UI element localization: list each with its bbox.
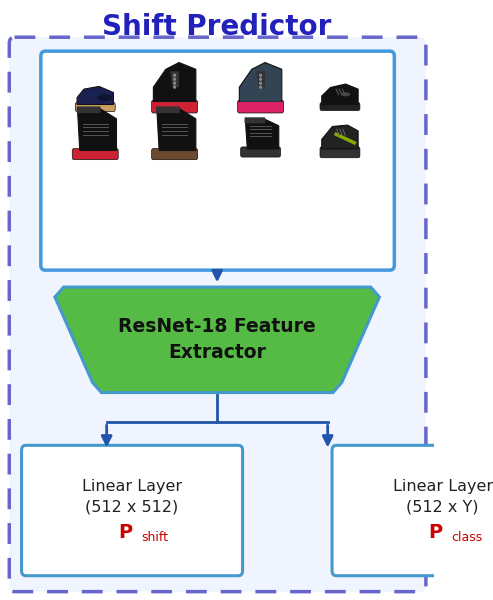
FancyBboxPatch shape — [320, 147, 360, 158]
FancyBboxPatch shape — [239, 102, 282, 107]
FancyBboxPatch shape — [22, 445, 243, 576]
Circle shape — [174, 86, 176, 88]
FancyBboxPatch shape — [75, 103, 115, 112]
Text: Linear Layer: Linear Layer — [82, 479, 182, 494]
Polygon shape — [77, 86, 113, 104]
Text: shift: shift — [141, 531, 168, 544]
Circle shape — [260, 82, 261, 84]
FancyBboxPatch shape — [238, 100, 283, 113]
FancyBboxPatch shape — [41, 51, 394, 270]
Polygon shape — [246, 119, 279, 149]
Circle shape — [174, 82, 176, 84]
FancyBboxPatch shape — [73, 151, 117, 156]
FancyBboxPatch shape — [332, 445, 493, 576]
Text: (512 x 512): (512 x 512) — [85, 499, 178, 514]
FancyBboxPatch shape — [241, 147, 281, 157]
Polygon shape — [170, 71, 179, 87]
FancyBboxPatch shape — [320, 103, 360, 110]
FancyBboxPatch shape — [152, 102, 197, 107]
Polygon shape — [153, 62, 196, 102]
Polygon shape — [322, 84, 358, 104]
FancyBboxPatch shape — [72, 149, 118, 160]
Polygon shape — [322, 125, 358, 149]
FancyBboxPatch shape — [152, 100, 198, 113]
FancyBboxPatch shape — [9, 37, 426, 592]
Ellipse shape — [341, 92, 351, 96]
FancyBboxPatch shape — [152, 149, 198, 160]
Text: ResNet-18 Feature: ResNet-18 Feature — [118, 317, 316, 337]
Circle shape — [174, 74, 176, 76]
FancyBboxPatch shape — [245, 118, 265, 124]
Text: Extractor: Extractor — [168, 343, 266, 362]
Polygon shape — [157, 109, 196, 151]
Ellipse shape — [97, 94, 112, 101]
FancyBboxPatch shape — [156, 106, 180, 113]
Text: (512 x Y): (512 x Y) — [406, 499, 479, 514]
Text: Linear Layer: Linear Layer — [392, 479, 493, 494]
Circle shape — [260, 86, 261, 88]
Text: class: class — [451, 531, 483, 544]
Polygon shape — [240, 62, 282, 102]
Circle shape — [260, 74, 261, 76]
Polygon shape — [55, 287, 380, 392]
Circle shape — [174, 78, 176, 80]
Circle shape — [260, 78, 261, 80]
Polygon shape — [77, 109, 116, 151]
Text: P: P — [428, 523, 443, 542]
Polygon shape — [256, 71, 265, 87]
Text: P: P — [118, 523, 132, 542]
Text: Shift Predictor: Shift Predictor — [103, 13, 332, 41]
FancyBboxPatch shape — [77, 106, 101, 113]
